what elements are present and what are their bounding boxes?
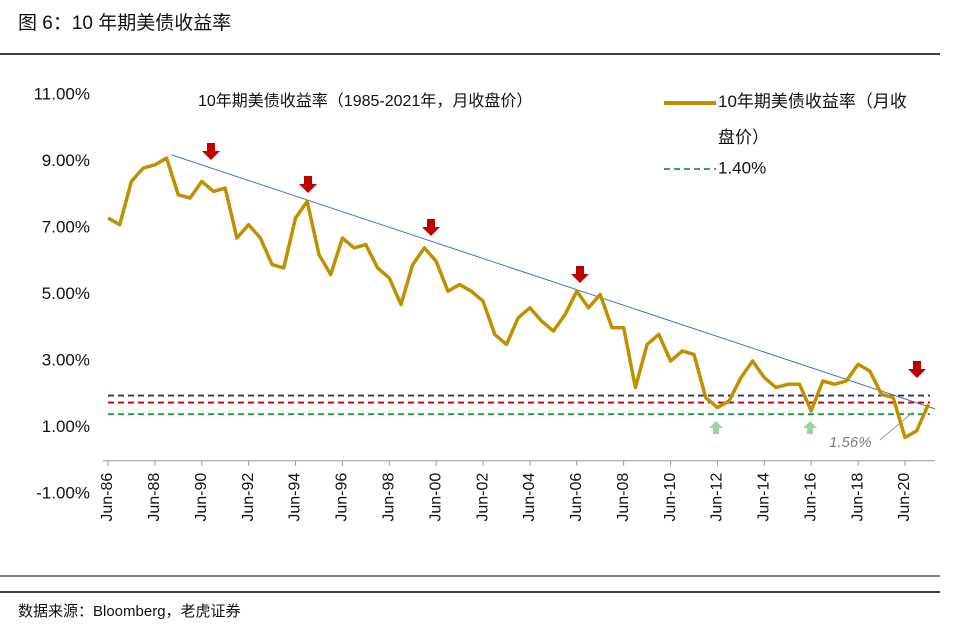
legend-label: 10年期美债收益率（月收盘价） bbox=[718, 92, 907, 147]
x-tick-label: Jun-86 bbox=[99, 473, 116, 522]
arrow bbox=[202, 143, 220, 160]
x-tick-label: Jun-08 bbox=[615, 473, 632, 522]
x-tick-label: Jun-20 bbox=[896, 473, 913, 522]
x-tick-label: Jun-04 bbox=[521, 473, 538, 522]
x-tick-label: Jun-14 bbox=[756, 473, 773, 522]
arrow bbox=[908, 361, 926, 378]
x-tick-label: Jun-98 bbox=[380, 473, 397, 522]
arrow bbox=[571, 266, 589, 283]
arrow bbox=[709, 421, 723, 434]
trend-line bbox=[171, 154, 936, 410]
page-title: 图 6：10 年期美债收益率 bbox=[18, 12, 231, 34]
legend-label: 1.40% bbox=[718, 158, 766, 177]
x-tick-label: Jun-18 bbox=[849, 473, 866, 522]
y-tick-label: 5.00% bbox=[42, 284, 90, 303]
chart-title: 10年期美债收益率（1985-2021年，月收盘价） bbox=[198, 91, 532, 110]
y-tick-label: -1.00% bbox=[36, 483, 90, 502]
source: 数据来源：Bloomberg，老虎证券 bbox=[18, 603, 241, 620]
arrow bbox=[299, 176, 317, 193]
x-tick-label: Jun-02 bbox=[474, 473, 491, 522]
annotation-leader bbox=[879, 411, 914, 441]
legend-label-part: 10年期美债收益率（月收 bbox=[718, 92, 907, 111]
arrow bbox=[422, 219, 440, 236]
y-tick-label: 3.00% bbox=[42, 350, 90, 369]
x-tick-label: Jun-94 bbox=[287, 473, 304, 522]
x-tick-label: Jun-88 bbox=[146, 473, 163, 522]
trough-arrows bbox=[709, 421, 817, 434]
x-tick-label: Jun-12 bbox=[709, 473, 726, 522]
x-tick-label: Jun-96 bbox=[334, 473, 351, 522]
x-tick-label: Jun-92 bbox=[240, 473, 257, 522]
x-tick-label: Jun-00 bbox=[427, 473, 444, 522]
arrow bbox=[803, 421, 817, 434]
peak-arrows bbox=[202, 143, 926, 378]
x-tick-label: Jun-06 bbox=[568, 473, 585, 522]
y-tick-label: 1.00% bbox=[42, 417, 90, 436]
series-line bbox=[107, 156, 931, 440]
x-tick-label: Jun-10 bbox=[662, 473, 679, 522]
legend-label-part: 盘价） bbox=[718, 128, 769, 147]
y-tick-label: 9.00% bbox=[42, 151, 90, 170]
annotation: 1.56% bbox=[829, 434, 872, 451]
x-tick-label: Jun-16 bbox=[802, 473, 819, 522]
x-tick-label: Jun-90 bbox=[193, 473, 210, 522]
y-tick-label: 7.00% bbox=[42, 217, 90, 236]
y-tick-label: 11.00% bbox=[34, 84, 90, 103]
